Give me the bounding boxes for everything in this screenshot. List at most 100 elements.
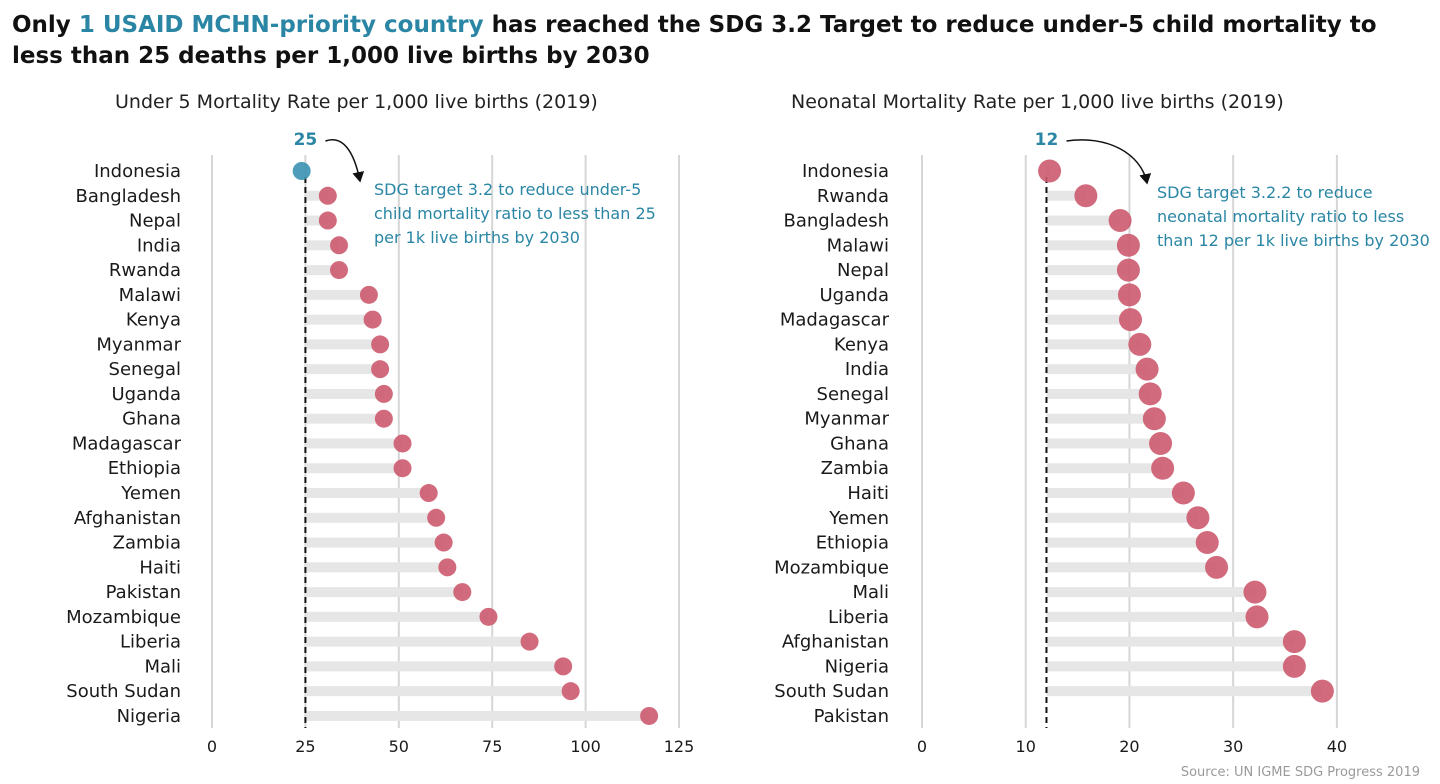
- neonatal-country-label: Pakistan: [814, 706, 889, 727]
- neonatal-lollipop-bar: [1046, 388, 1151, 399]
- under5-dot-yemen: [419, 484, 438, 503]
- neonatal-dot-ghana: [1149, 431, 1173, 455]
- neonatal-lollipop-bar: [1046, 636, 1295, 647]
- neonatal-lollipop-bar: [1046, 661, 1295, 672]
- neonatal-country-label: Rwanda: [817, 186, 889, 207]
- under5-lollipop-bar: [305, 339, 381, 350]
- under5-xtick-label-100: 100: [570, 737, 601, 756]
- under5-country-label: Kenya: [126, 310, 181, 331]
- under5-annotation-arrow: [325, 139, 365, 183]
- neonatal-lollipop-bar: [1046, 463, 1163, 474]
- under5-country-label: Ghana: [122, 409, 181, 430]
- under5-lollipop-bar: [305, 537, 444, 548]
- neonatal-country-label: Haiti: [847, 483, 889, 504]
- neonatal-dot-myanmar: [1142, 407, 1166, 431]
- under5-dot-uganda: [374, 384, 393, 403]
- under5-xtick-label-125: 125: [664, 737, 695, 756]
- under5-country-label: Nigeria: [117, 706, 181, 727]
- neonatal-lollipop-bar: [1046, 587, 1255, 598]
- neonatal-dot-ethiopia: [1195, 531, 1219, 555]
- neonatal-country-label: Ethiopia: [816, 533, 889, 554]
- neonatal-dot-uganda: [1117, 283, 1141, 307]
- neonatal-dot-nepal: [1116, 258, 1140, 282]
- neonatal-lollipop-bar: [1046, 512, 1198, 523]
- under5-lollipop-bar: [305, 314, 373, 325]
- neonatal-target-value-label: 12: [1035, 130, 1059, 150]
- neonatal-lollipop-bar: [1046, 611, 1258, 622]
- title-prefix: Only: [12, 12, 79, 38]
- under5-country-label: Myanmar: [96, 334, 181, 355]
- neonatal-country-label: Uganda: [820, 285, 890, 306]
- under5-dot-afghanistan: [427, 508, 446, 527]
- under5-country-label: Yemen: [120, 483, 181, 504]
- under5-country-label: Nepal: [129, 211, 181, 232]
- neonatal-lollipop-bar: [1046, 190, 1086, 201]
- neonatal-lollipop-bar: [1046, 562, 1217, 573]
- under5-country-label: Indonesia: [94, 161, 181, 182]
- neonatal-lollipop-bar: [1046, 413, 1155, 424]
- right-chart-title: Neonatal Mortality Rate per 1,000 live b…: [791, 91, 1284, 113]
- under5-lollipop-bar: [305, 215, 328, 226]
- neonatal-annotation-line: than 12 per 1k live births by 2030: [1157, 231, 1430, 250]
- neonatal-country-label: Ghana: [830, 433, 889, 454]
- neonatal-lollipop-bar: [1046, 537, 1208, 548]
- neonatal-dot-liberia: [1245, 605, 1269, 629]
- neonatal-country-label: Indonesia: [802, 161, 889, 182]
- under5-lollipop-bar: [305, 190, 328, 201]
- under5-xtick-label-75: 75: [482, 737, 502, 756]
- neonatal-dot-zambia: [1151, 456, 1175, 480]
- under5-annotation-line: SDG target 3.2 to reduce under-5: [374, 180, 641, 199]
- neonatal-annotation-line: SDG target 3.2.2 to reduce: [1157, 183, 1373, 202]
- under5-dot-senegal: [371, 360, 390, 379]
- under5-lollipop-bar: [305, 488, 429, 499]
- under5-country-label: Mali: [144, 656, 181, 677]
- neonatal-country-label: Bangladesh: [783, 211, 889, 232]
- neonatal-dot-haiti: [1171, 481, 1195, 505]
- under5-lollipop-bar: [305, 611, 489, 622]
- under5-dot-haiti: [438, 558, 457, 577]
- neonatal-lollipop-bar: [1046, 438, 1161, 449]
- under5-country-label: Haiti: [139, 557, 181, 578]
- neonatal-dot-yemen: [1186, 506, 1210, 530]
- under5-dot-mozambique: [479, 607, 498, 626]
- under5-country-label: Madagascar: [72, 433, 182, 454]
- neonatal-lollipop-bar: [1046, 240, 1129, 251]
- under5-xtick-label-50: 50: [389, 737, 409, 756]
- neonatal-country-label: India: [845, 359, 889, 380]
- neonatal-xtick-label-40: 40: [1327, 737, 1347, 756]
- neonatal-country-label: Myanmar: [804, 409, 889, 430]
- neonatal-dot-mali: [1243, 580, 1267, 604]
- neonatal-lollipop-bar: [1046, 314, 1131, 325]
- neonatal-country-label: Afghanistan: [782, 632, 889, 653]
- under5-dot-mali: [554, 657, 573, 676]
- title-suffix: has reached the SDG 3.2 Target to reduce…: [12, 12, 1377, 69]
- neonatal-dot-afghanistan: [1282, 630, 1306, 654]
- under5-country-label: Uganda: [112, 384, 182, 405]
- under5-dot-rwanda: [330, 261, 349, 280]
- under5-lollipop-bar: [305, 388, 384, 399]
- neonatal-dot-madagascar: [1118, 308, 1142, 332]
- under5-country-label: Rwanda: [109, 260, 181, 281]
- neonatal-country-label: Mali: [852, 582, 889, 603]
- under5-lollipop-bar: [305, 686, 571, 697]
- under5-country-label: India: [137, 235, 181, 256]
- neonatal-lollipop-bar: [1046, 215, 1121, 226]
- neonatal-country-label: Liberia: [828, 607, 889, 628]
- under5-dot-malawi: [359, 285, 378, 304]
- neonatal-lollipop-bar: [1046, 686, 1323, 697]
- under5-lollipop-bar: [305, 463, 403, 474]
- left-chart-title: Under 5 Mortality Rate per 1,000 live bi…: [115, 91, 598, 113]
- neonatal-dot-senegal: [1138, 382, 1162, 406]
- under5-country-label: Afghanistan: [74, 508, 181, 529]
- under5-lollipop-bar: [305, 240, 340, 251]
- under5-dot-liberia: [520, 632, 539, 651]
- under5-xtick-label-25: 25: [295, 737, 315, 756]
- neonatal-lollipop-bar: [1046, 265, 1129, 276]
- neonatal-dot-india: [1135, 357, 1159, 381]
- neonatal-dot-bangladesh: [1108, 209, 1132, 233]
- neonatal-country-label: Yemen: [828, 508, 889, 529]
- under5-target-value-label: 25: [294, 130, 318, 150]
- under5-dot-indonesia: [292, 162, 311, 180]
- under5-country-label: Senegal: [109, 359, 181, 380]
